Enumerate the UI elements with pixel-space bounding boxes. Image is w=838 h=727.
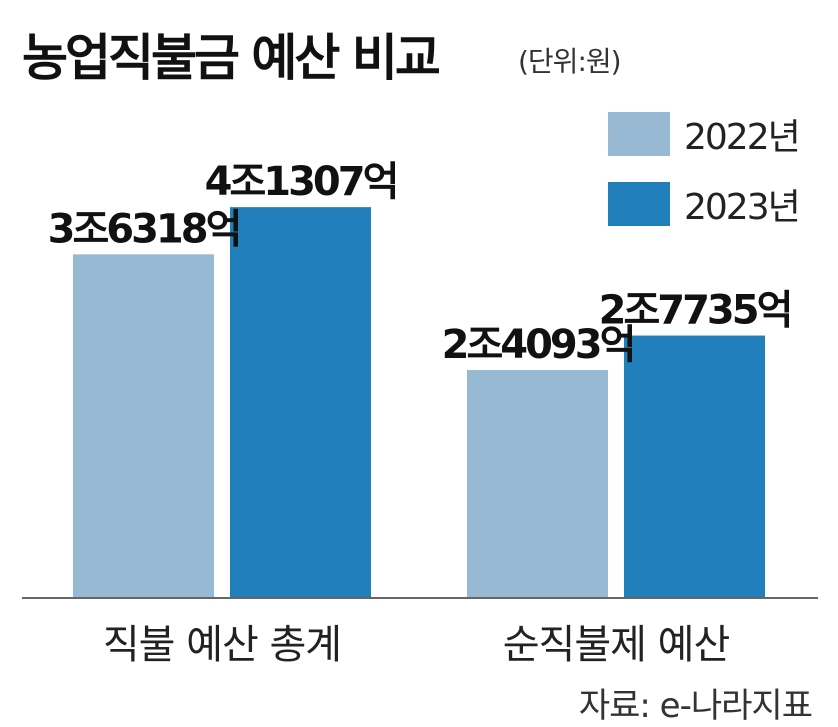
bar-2023년-2 — [624, 335, 765, 598]
value-label-2022년-1: 3조6318억 — [48, 206, 240, 252]
legend-swatch-2022 — [608, 112, 670, 156]
chart-title: 농업직불금 예산 비교 — [22, 29, 441, 87]
category-label-2: 순직불제 예산 — [503, 622, 730, 668]
value-label-2023년-1: 4조1307억 — [205, 159, 397, 205]
unit-label: (단위:원) — [518, 45, 622, 78]
bars-group — [73, 207, 765, 598]
legend-item-2022: 2022년 — [608, 108, 801, 160]
legend-swatch-2023 — [608, 182, 670, 226]
bar-2022년-2 — [467, 370, 608, 598]
legend-label-2023: 2023년 — [684, 187, 801, 228]
legend-label-2022: 2022년 — [684, 117, 801, 158]
bar-2022년-1 — [73, 254, 214, 598]
category-labels-group: 직불 예산 총계 순직불제 예산 — [103, 622, 731, 668]
value-label-2023년-2: 2조7735억 — [599, 288, 791, 334]
category-label-1: 직불 예산 총계 — [103, 622, 341, 668]
legend-item-2023: 2023년 — [608, 178, 801, 230]
value-label-2022년-2: 2조4093억 — [442, 322, 634, 368]
source-note: 자료: e-나라지표 — [578, 686, 813, 726]
bar-2023년-1 — [230, 207, 371, 598]
